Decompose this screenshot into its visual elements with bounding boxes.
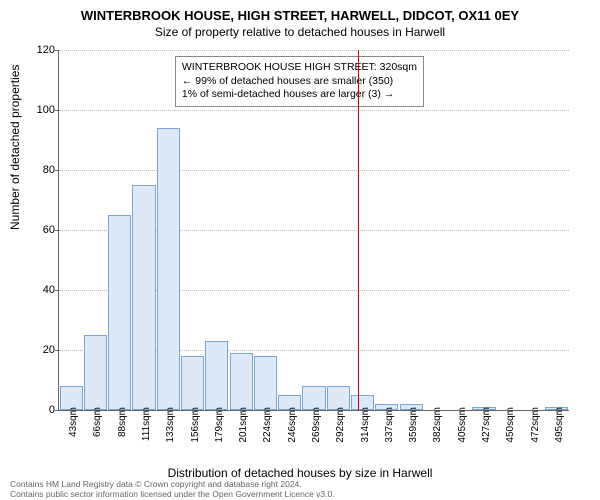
x-tick-label: 246sqm bbox=[287, 407, 298, 443]
x-tick-label: 66sqm bbox=[92, 407, 103, 437]
y-tick-mark bbox=[55, 110, 59, 111]
x-tick-mark bbox=[314, 410, 315, 414]
annotation-box: WINTERBROOK HOUSE HIGH STREET: 320sqm ← … bbox=[175, 56, 424, 107]
x-tick-mark bbox=[387, 410, 388, 414]
x-tick-label: 179sqm bbox=[214, 407, 225, 443]
x-tick-mark bbox=[144, 410, 145, 414]
x-tick-mark bbox=[460, 410, 461, 414]
histogram-bar bbox=[132, 185, 155, 410]
histogram-bar bbox=[181, 356, 204, 410]
x-tick-mark bbox=[435, 410, 436, 414]
x-tick-label: 224sqm bbox=[262, 407, 273, 443]
y-tick-label: 120 bbox=[27, 44, 55, 56]
x-tick-mark bbox=[508, 410, 509, 414]
x-tick-label: 133sqm bbox=[165, 407, 176, 443]
y-tick-mark bbox=[55, 170, 59, 171]
chart-subtitle: Size of property relative to detached ho… bbox=[0, 23, 600, 39]
histogram-bar bbox=[254, 356, 277, 410]
x-tick-mark bbox=[557, 410, 558, 414]
histogram-bar bbox=[205, 341, 228, 410]
y-tick-mark bbox=[55, 350, 59, 351]
x-tick-mark bbox=[363, 410, 364, 414]
x-tick-label: 495sqm bbox=[554, 407, 565, 443]
x-tick-mark bbox=[411, 410, 412, 414]
x-tick-mark bbox=[95, 410, 96, 414]
x-tick-label: 405sqm bbox=[457, 407, 468, 443]
y-tick-mark bbox=[55, 230, 59, 231]
x-tick-label: 292sqm bbox=[335, 407, 346, 443]
x-tick-label: 359sqm bbox=[408, 407, 419, 443]
x-tick-label: 269sqm bbox=[311, 407, 322, 443]
footer-attribution: Contains HM Land Registry data © Crown c… bbox=[10, 479, 335, 499]
chart-title: WINTERBROOK HOUSE, HIGH STREET, HARWELL,… bbox=[0, 0, 600, 23]
histogram-bar bbox=[230, 353, 253, 410]
x-tick-mark bbox=[241, 410, 242, 414]
histogram-bar bbox=[157, 128, 180, 410]
gridline-h bbox=[59, 170, 569, 171]
x-tick-mark bbox=[217, 410, 218, 414]
annotation-line2: ← 99% of detached houses are smaller (35… bbox=[182, 75, 417, 89]
x-tick-label: 43sqm bbox=[68, 407, 79, 437]
footer-line2: Contains public sector information licen… bbox=[10, 489, 335, 499]
x-tick-mark bbox=[533, 410, 534, 414]
y-tick-label: 60 bbox=[27, 224, 55, 236]
y-tick-mark bbox=[55, 410, 59, 411]
annotation-line1: WINTERBROOK HOUSE HIGH STREET: 320sqm bbox=[182, 61, 417, 75]
y-tick-label: 80 bbox=[27, 164, 55, 176]
x-tick-label: 382sqm bbox=[432, 407, 443, 443]
x-tick-label: 314sqm bbox=[360, 407, 371, 443]
y-tick-mark bbox=[55, 50, 59, 51]
y-axis-label: Number of detached properties bbox=[8, 65, 22, 230]
histogram-bar bbox=[84, 335, 107, 410]
y-tick-label: 40 bbox=[27, 284, 55, 296]
x-tick-mark bbox=[290, 410, 291, 414]
x-tick-label: 111sqm bbox=[141, 407, 152, 441]
x-tick-mark bbox=[71, 410, 72, 414]
x-tick-label: 450sqm bbox=[505, 407, 516, 443]
plot-area: WINTERBROOK HOUSE HIGH STREET: 320sqm ← … bbox=[58, 50, 569, 411]
y-tick-label: 0 bbox=[27, 404, 55, 416]
chart-container: WINTERBROOK HOUSE, HIGH STREET, HARWELL,… bbox=[0, 0, 600, 500]
x-tick-label: 337sqm bbox=[384, 407, 395, 443]
y-tick-label: 20 bbox=[27, 344, 55, 356]
x-tick-label: 88sqm bbox=[117, 407, 128, 437]
x-tick-label: 156sqm bbox=[190, 407, 201, 443]
gridline-h bbox=[59, 50, 569, 51]
y-tick-label: 100 bbox=[27, 104, 55, 116]
footer-line1: Contains HM Land Registry data © Crown c… bbox=[10, 479, 335, 489]
x-tick-mark bbox=[168, 410, 169, 414]
reference-line bbox=[358, 50, 359, 410]
y-tick-mark bbox=[55, 290, 59, 291]
x-tick-mark bbox=[484, 410, 485, 414]
x-tick-mark bbox=[120, 410, 121, 414]
x-tick-label: 201sqm bbox=[238, 407, 249, 443]
annotation-line3: 1% of semi-detached houses are larger (3… bbox=[182, 88, 417, 102]
gridline-h bbox=[59, 110, 569, 111]
x-tick-label: 472sqm bbox=[530, 407, 541, 443]
x-tick-mark bbox=[265, 410, 266, 414]
x-tick-mark bbox=[338, 410, 339, 414]
x-tick-mark bbox=[193, 410, 194, 414]
x-tick-label: 427sqm bbox=[481, 407, 492, 443]
histogram-bar bbox=[108, 215, 131, 410]
